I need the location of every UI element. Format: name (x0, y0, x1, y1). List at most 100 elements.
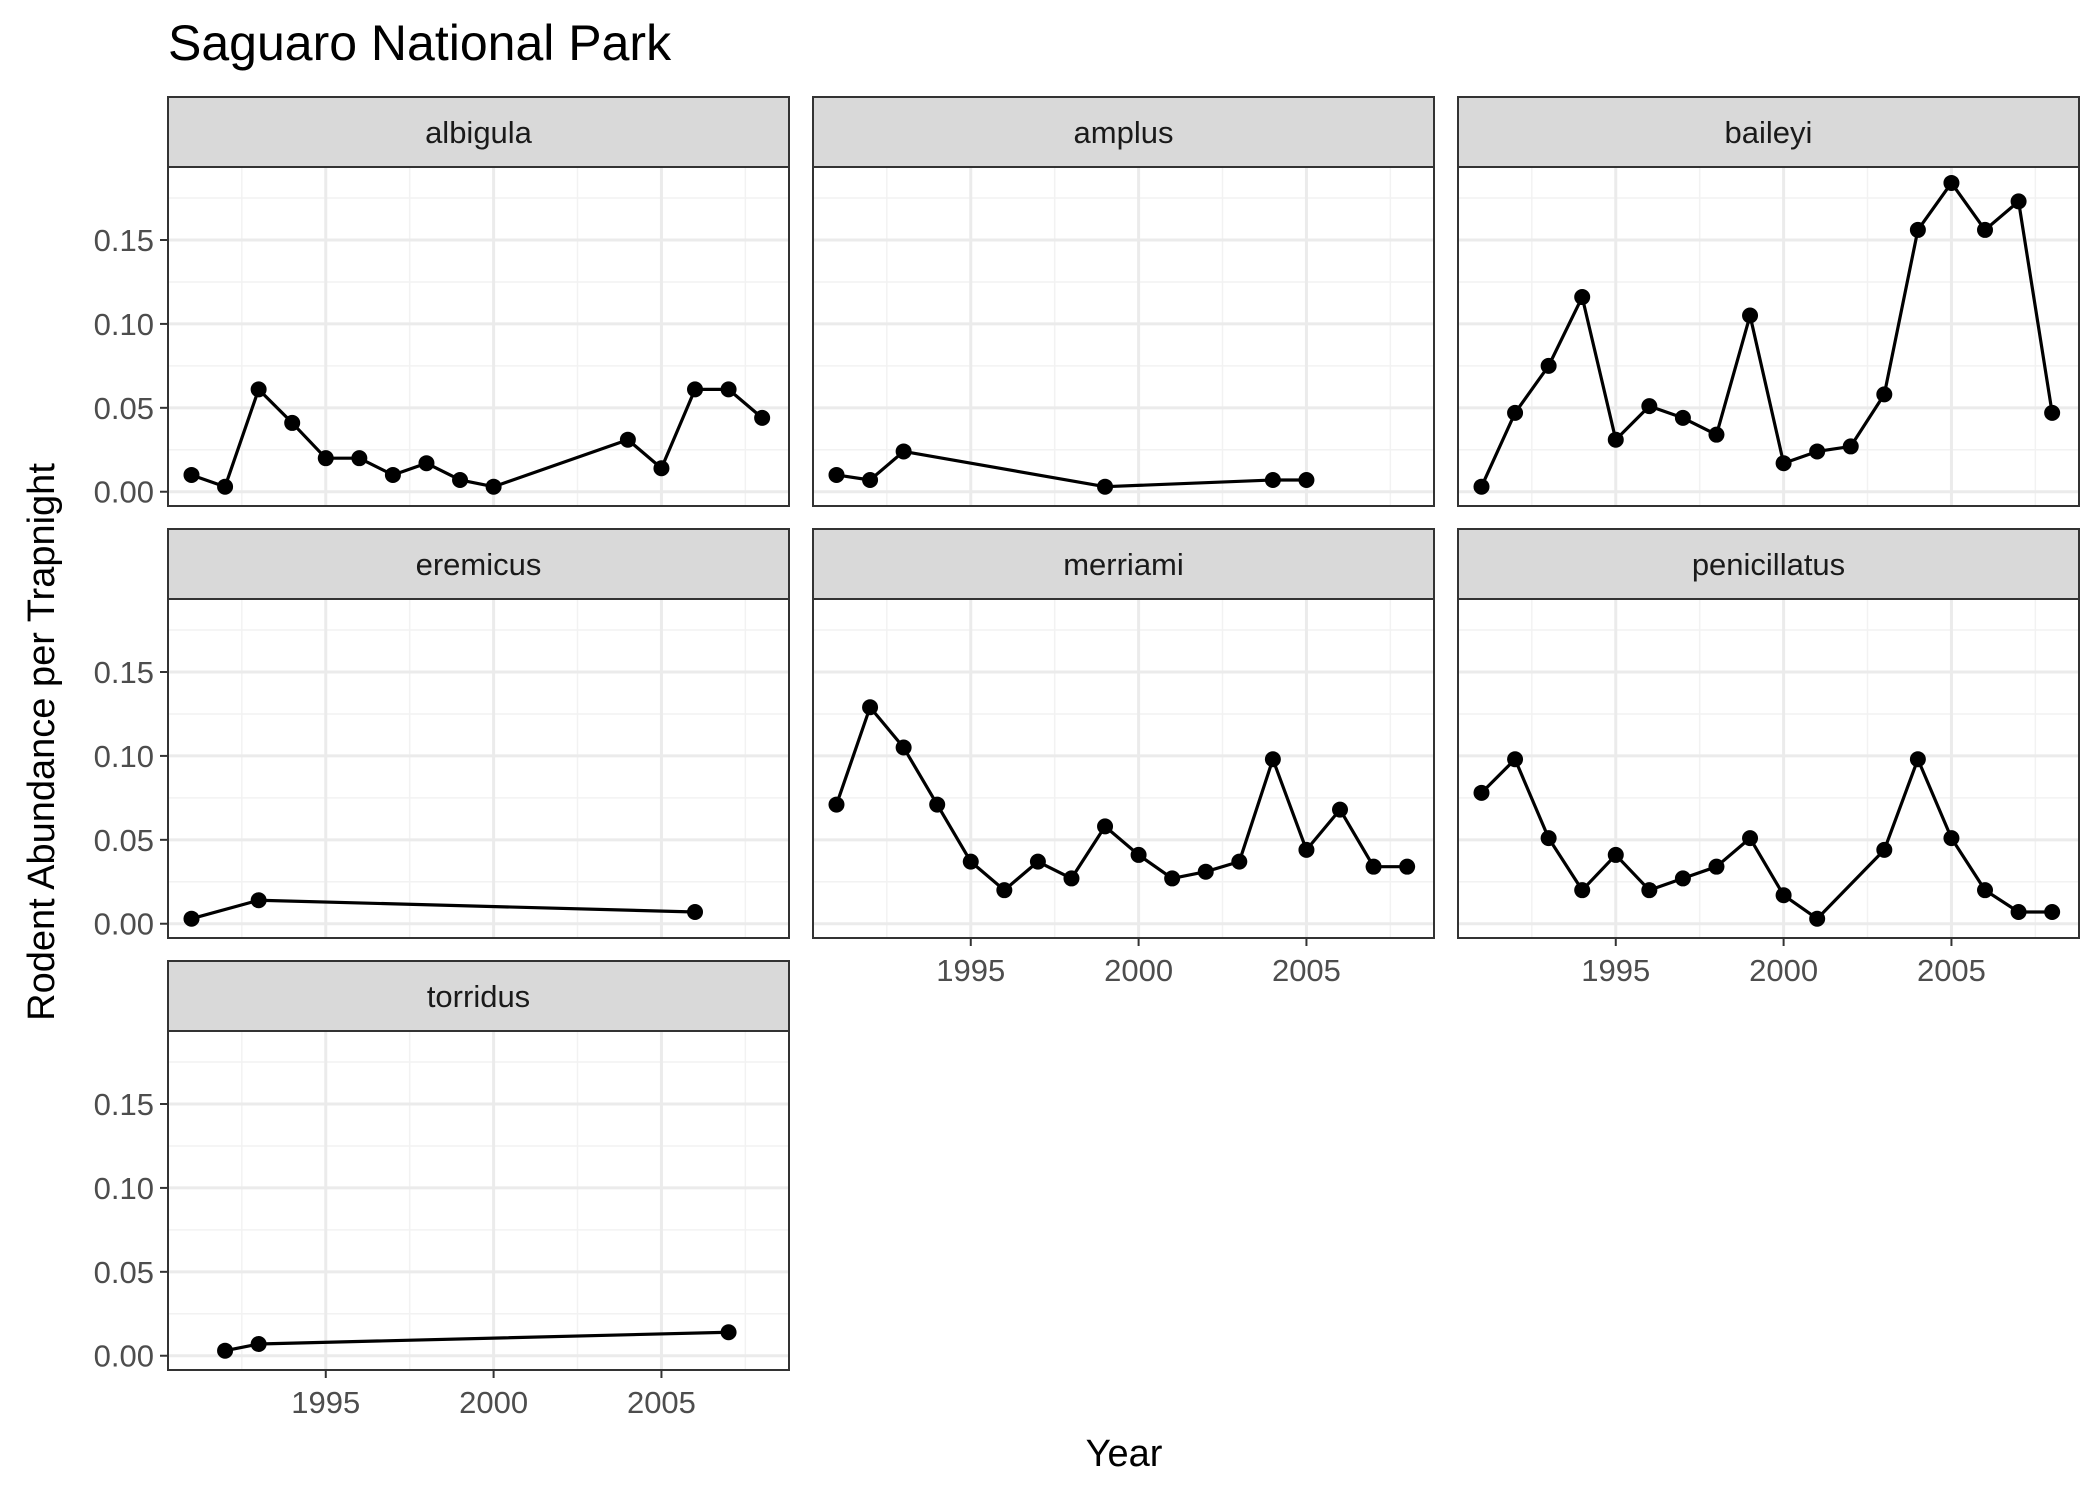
panel-background (1458, 167, 2079, 506)
facet-strip-label: baileyi (1725, 115, 1813, 150)
data-point-merriami-2000 (1130, 846, 1147, 863)
y-tick-label: 0.10 (94, 307, 154, 342)
data-point-albigula-2005 (653, 460, 670, 477)
data-point-merriami-1996 (996, 882, 1013, 899)
x-tick-label: 2000 (1749, 953, 1818, 988)
data-point-merriami-1993 (895, 739, 912, 756)
data-point-penicillatus-2008 (2044, 903, 2061, 920)
data-point-merriami-1999 (1097, 818, 1114, 835)
data-point-baileyi-1997 (1674, 409, 1691, 426)
data-point-baileyi-2002 (1842, 438, 1859, 455)
data-point-amplus-1991 (828, 466, 845, 483)
data-point-baileyi-1998 (1708, 426, 1725, 443)
x-tick-label: 1995 (1581, 953, 1650, 988)
facet-panels: albigula 0.00 0.05 0.10 0.15 amplus baileyi ere… (94, 96, 2080, 1420)
data-point-penicillatus-1992 (1507, 751, 1524, 768)
data-point-amplus-2004 (1264, 471, 1281, 488)
data-point-albigula-2004 (619, 431, 636, 448)
data-point-baileyi-1994 (1574, 289, 1591, 306)
data-point-amplus-1992 (862, 471, 879, 488)
data-point-penicillatus-2006 (1977, 882, 1994, 899)
data-point-merriami-2006 (1332, 801, 1349, 818)
data-point-baileyi-2000 (1775, 455, 1792, 472)
facet-panel-baileyi: baileyi (1457, 96, 2080, 507)
data-point-amplus-1993 (895, 443, 912, 460)
y-tick-label: 0.15 (94, 1087, 154, 1122)
data-point-penicillatus-2001 (1809, 910, 1826, 927)
data-point-merriami-1994 (929, 796, 946, 813)
data-point-albigula-1999 (452, 471, 469, 488)
y-tick-label: 0.05 (94, 391, 154, 426)
facet-panel-amplus: amplus (812, 96, 1435, 507)
series-line-merriami (834, 705, 1408, 892)
facet-strip (812, 528, 1435, 600)
data-point-merriami-2004 (1264, 751, 1281, 768)
chart-title: Saguaro National Park (168, 15, 672, 71)
data-point-baileyi-1995 (1607, 431, 1624, 448)
facet-strip-label: penicillatus (1692, 547, 1845, 582)
data-point-merriami-2007 (1365, 858, 1382, 875)
facet-panel-penicillatus: penicillatus 1995 2000 2005 (1457, 528, 2080, 988)
y-tick-label: 0.15 (94, 223, 154, 258)
data-point-baileyi-1992 (1507, 404, 1524, 421)
x-tick-label: 2000 (1104, 953, 1173, 988)
data-point-baileyi-2007 (2010, 193, 2027, 210)
facet-strip-label: merriami (1063, 547, 1184, 582)
data-point-amplus-2005 (1298, 471, 1315, 488)
facet-strip (1457, 528, 2080, 600)
data-point-albigula-2000 (485, 478, 502, 495)
facet-panel-merriami: merriami 1995 2000 2005 (812, 528, 1435, 988)
data-point-albigula-1995 (317, 450, 334, 467)
data-point-torridus-1993 (250, 1335, 267, 1352)
data-point-albigula-1994 (284, 414, 301, 431)
x-axis-title: Year (1086, 1433, 1163, 1475)
data-point-baileyi-2008 (2044, 404, 2061, 421)
x-tick-label: 1995 (936, 953, 1005, 988)
data-point-penicillatus-1994 (1574, 882, 1591, 899)
panel-background (168, 167, 789, 506)
data-point-merriami-1998 (1063, 870, 1080, 887)
data-point-penicillatus-2003 (1876, 841, 1893, 858)
data-point-eremicus-2006 (687, 903, 704, 920)
data-point-albigula-2007 (720, 381, 737, 398)
data-point-merriami-2003 (1231, 853, 1248, 870)
y-tick-label: 0.10 (94, 739, 154, 774)
data-point-albigula-1997 (384, 466, 401, 483)
y-tick-label: 0.10 (94, 1171, 154, 1206)
data-point-albigula-1998 (418, 455, 435, 472)
facet-strip-label: torridus (427, 979, 530, 1014)
data-point-baileyi-1996 (1641, 398, 1658, 415)
x-tick-label: 2005 (1917, 953, 1986, 988)
data-point-merriami-1992 (862, 699, 879, 716)
data-point-penicillatus-1999 (1742, 830, 1759, 847)
data-point-penicillatus-2005 (1943, 830, 1960, 847)
data-point-baileyi-2003 (1876, 386, 1893, 403)
x-tick-label: 2000 (459, 1385, 528, 1420)
data-point-penicillatus-2004 (1909, 751, 1926, 768)
data-point-torridus-2007 (720, 1324, 737, 1341)
data-point-baileyi-1991 (1473, 478, 1490, 495)
data-point-amplus-1999 (1097, 478, 1114, 495)
facet-strip (167, 960, 790, 1032)
x-tick-label: 2005 (1272, 953, 1341, 988)
data-point-penicillatus-1993 (1540, 830, 1557, 847)
facet-strip (167, 96, 790, 168)
data-point-albigula-1992 (217, 478, 234, 495)
data-point-albigula-1996 (351, 450, 368, 467)
data-point-merriami-2001 (1164, 870, 1181, 887)
data-point-albigula-1993 (250, 381, 267, 398)
facet-panel-torridus: torridus 0.00 0.05 0.10 0.15 1995 2000 2005 (94, 960, 790, 1420)
panel-background (813, 599, 1434, 938)
y-tick-label: 0.00 (94, 1339, 154, 1374)
x-tick-label: 2005 (627, 1385, 696, 1420)
data-point-baileyi-2004 (1909, 221, 1926, 238)
y-tick-label: 0.00 (94, 475, 154, 510)
y-tick-label: 0.05 (94, 1255, 154, 1290)
facet-strip (167, 528, 790, 600)
facet-strip-label: albigula (425, 115, 533, 150)
facet-strip-label: amplus (1074, 115, 1174, 150)
data-point-merriami-1997 (1029, 853, 1046, 870)
y-tick-label: 0.05 (94, 823, 154, 858)
facet-strip (1457, 96, 2080, 168)
data-point-penicillatus-2007 (2010, 903, 2027, 920)
